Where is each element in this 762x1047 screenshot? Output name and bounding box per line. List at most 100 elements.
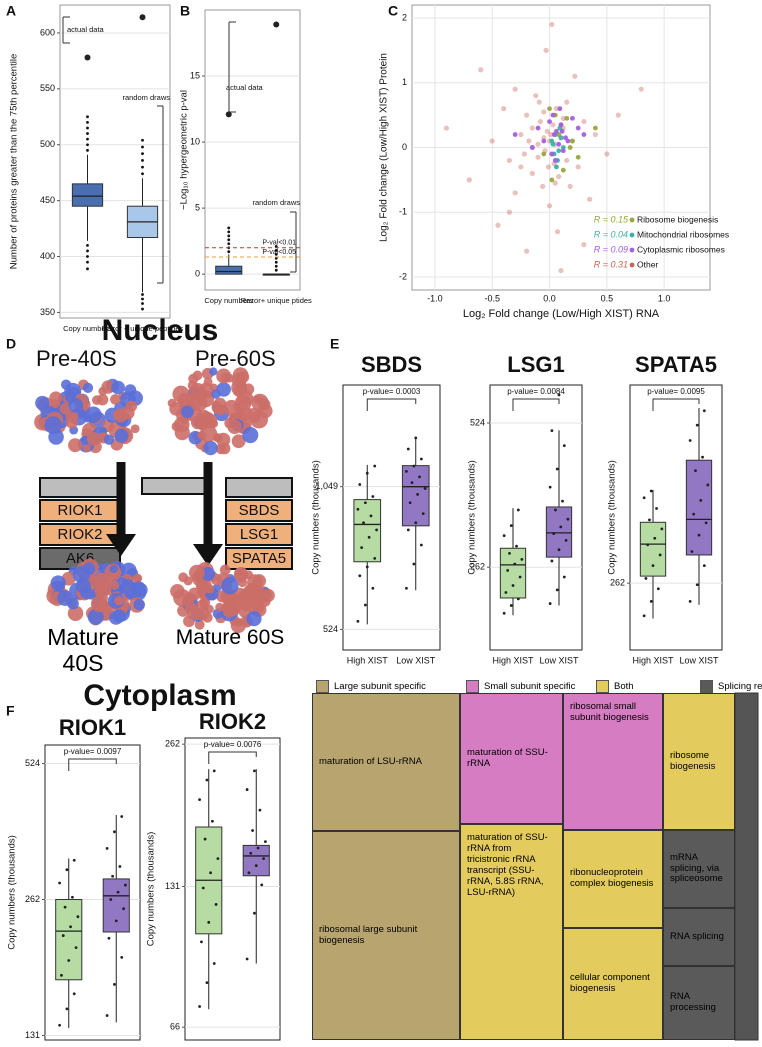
y-tick-label: 10 xyxy=(190,136,200,146)
actual-value xyxy=(84,54,91,61)
data-point xyxy=(65,868,69,872)
ribosome-structure xyxy=(197,430,207,440)
data-point xyxy=(575,125,581,131)
y-axis-label: Copy numbers (thousands) xyxy=(311,460,322,575)
data-point xyxy=(212,962,216,965)
y-tick-label: 524 xyxy=(25,758,40,768)
data-point xyxy=(508,551,511,555)
significance-bracket xyxy=(512,398,560,411)
data-point xyxy=(592,131,598,138)
ribosome-structure xyxy=(214,433,223,443)
outlier xyxy=(141,165,144,169)
outlier xyxy=(141,138,144,142)
legend-swatch xyxy=(596,680,609,693)
legend-stat: R = 0.04 xyxy=(594,229,628,239)
x-tick-label: Razor+ unique ptides xyxy=(241,296,312,305)
threshold-label: P-val<0.05 xyxy=(262,249,296,256)
data-point xyxy=(118,865,122,868)
outlier xyxy=(86,249,89,253)
data-point xyxy=(549,151,555,157)
data-point xyxy=(421,512,425,516)
data-point xyxy=(547,119,552,124)
ribosome-structure xyxy=(252,574,267,588)
data-point xyxy=(547,106,552,112)
data-point xyxy=(209,871,212,875)
data-point xyxy=(521,151,527,157)
data-point xyxy=(702,409,706,413)
data-point xyxy=(518,164,524,170)
legend-label: Ribosome biogenesis xyxy=(637,214,718,224)
data-point xyxy=(541,109,547,115)
x-tick-label: High XIST xyxy=(48,1045,90,1047)
ribosome-structure xyxy=(250,410,268,429)
panel-label: F xyxy=(6,703,15,719)
y-tick-label: 131 xyxy=(25,1030,40,1040)
data-point xyxy=(72,858,76,862)
y-tick-label: 15 xyxy=(190,70,200,80)
data-point xyxy=(536,99,542,105)
y-axis-label: Copy numbers (thousands) xyxy=(7,835,18,950)
ribosome-structure xyxy=(110,394,121,405)
data-point xyxy=(512,132,518,137)
data-point xyxy=(495,222,501,228)
data-point xyxy=(123,883,127,887)
legend-item: Both xyxy=(596,680,634,693)
data-point xyxy=(72,992,76,996)
y-tick-label: 0 xyxy=(195,269,200,279)
outlier xyxy=(86,132,89,135)
data-point xyxy=(414,521,418,525)
data-point xyxy=(105,1014,109,1017)
data-point xyxy=(216,857,220,861)
data-point xyxy=(111,874,114,878)
ribosome-structure xyxy=(188,564,205,581)
data-point xyxy=(537,118,543,125)
data-point xyxy=(260,883,264,887)
y-tick-label: 262 xyxy=(610,578,625,588)
data-point xyxy=(695,423,699,427)
ribosome-structure xyxy=(110,580,120,590)
ribosome-structure xyxy=(103,434,115,445)
data-point xyxy=(560,148,566,154)
data-point xyxy=(249,851,253,855)
y-tick-label: 550 xyxy=(40,83,55,93)
treemap-cell: ribonucleoprotein complex biogenesis xyxy=(563,830,663,928)
data-point xyxy=(638,86,644,92)
data-point xyxy=(543,47,549,53)
data-point xyxy=(560,115,566,121)
treemap-cell: maturation of LSU-rRNA xyxy=(312,693,460,831)
factor-label: SPATA5 xyxy=(232,550,286,567)
annotation: random draws xyxy=(122,93,170,102)
x-tick-label: High XIST xyxy=(632,655,674,665)
plot-frame xyxy=(59,4,171,319)
ribosome-structure xyxy=(82,443,91,453)
ribosome-structure xyxy=(196,599,209,612)
x-tick-label: Razor + unique peptides xyxy=(102,324,184,333)
panel-label: A xyxy=(6,3,16,19)
ribosome-structure xyxy=(211,389,221,399)
data-point xyxy=(60,973,63,977)
outlier xyxy=(86,267,89,271)
data-point xyxy=(367,535,371,539)
chart-title: SPATA5 xyxy=(635,352,717,377)
data-point xyxy=(509,604,513,607)
factor-box xyxy=(225,547,293,570)
ribosome-structure xyxy=(196,409,211,424)
ribosome-structure xyxy=(215,602,224,612)
data-point xyxy=(251,829,254,832)
box xyxy=(102,878,130,933)
data-point xyxy=(58,881,62,885)
data-point xyxy=(581,242,587,248)
data-point xyxy=(550,559,554,563)
data-point xyxy=(120,956,124,959)
y-tick-label: -2 xyxy=(399,271,407,281)
data-point xyxy=(207,920,211,924)
data-point xyxy=(203,837,207,841)
x-tick-label: -0.5 xyxy=(484,293,500,303)
data-point xyxy=(502,534,506,538)
data-point xyxy=(697,533,701,537)
data-point xyxy=(549,177,555,183)
x-tick-label: 1.0 xyxy=(658,293,671,303)
ribosome-structure xyxy=(178,572,189,583)
ribosome-structure xyxy=(253,394,263,404)
